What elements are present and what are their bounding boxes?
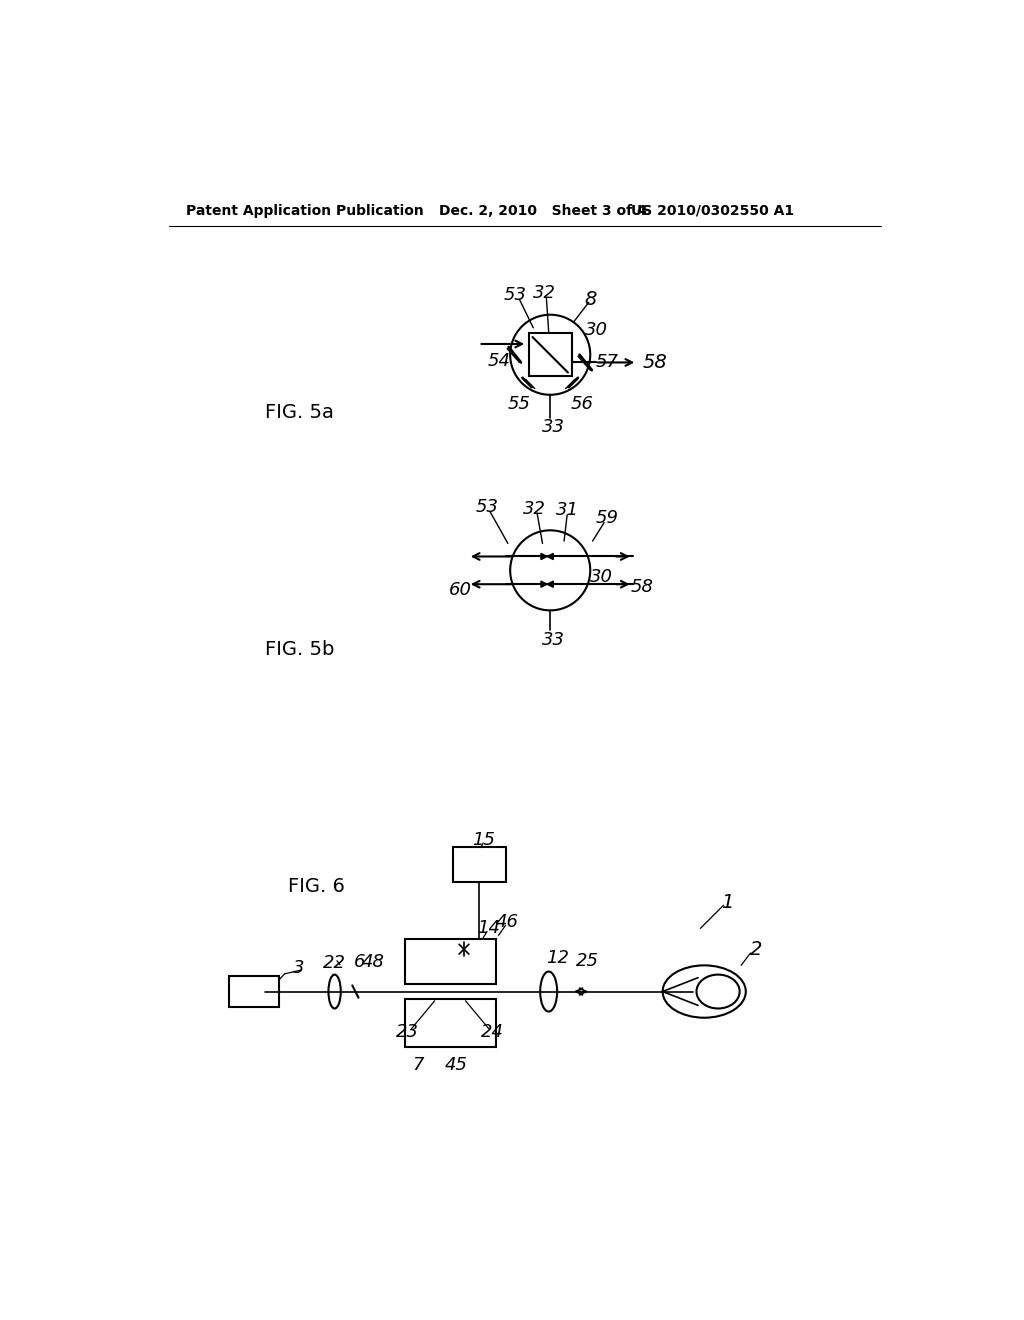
Text: 25: 25 [575,952,599,970]
Text: 8: 8 [584,290,596,309]
Text: 58: 58 [642,352,668,372]
Text: 54: 54 [487,352,511,370]
Text: 55: 55 [508,395,530,413]
Text: US 2010/0302550 A1: US 2010/0302550 A1 [631,203,795,218]
Text: 12: 12 [547,949,569,966]
Text: 15: 15 [472,830,495,849]
Polygon shape [547,553,553,560]
Text: FIG. 5b: FIG. 5b [265,640,335,659]
Text: 30: 30 [590,568,612,586]
Text: 33: 33 [542,631,565,648]
Text: 33: 33 [542,418,565,436]
Bar [406,940,497,983]
Text: 56: 56 [571,395,594,413]
Text: Patent Application Publication: Patent Application Publication [186,203,424,218]
Bar [528,333,571,376]
Text: 23: 23 [396,1023,419,1040]
Text: 1: 1 [721,894,733,912]
Text: 45: 45 [444,1056,468,1073]
Text: FIG. 6: FIG. 6 [289,876,345,895]
Bar [406,999,497,1047]
Polygon shape [547,581,553,587]
Text: FIG. 5a: FIG. 5a [265,403,334,422]
Polygon shape [541,581,547,587]
Text: 30: 30 [585,321,608,339]
Bar [228,977,279,1007]
Text: 3: 3 [293,960,304,977]
Text: 6: 6 [354,953,366,972]
Text: 32: 32 [532,284,556,302]
Text: 14: 14 [477,920,500,937]
Bar [454,847,506,882]
Text: 24: 24 [481,1023,504,1040]
Text: 7: 7 [412,1056,424,1073]
Text: 46: 46 [496,913,518,931]
Text: 22: 22 [324,954,346,972]
Text: 32: 32 [523,500,547,517]
Text: 57: 57 [596,354,618,371]
Text: 31: 31 [556,502,579,519]
Polygon shape [541,553,547,560]
Text: 60: 60 [449,581,472,598]
Text: 58: 58 [631,578,654,597]
Text: 2: 2 [751,940,763,958]
Text: 59: 59 [596,510,618,527]
Text: Dec. 2, 2010   Sheet 3 of 4: Dec. 2, 2010 Sheet 3 of 4 [438,203,646,218]
Text: 48: 48 [361,953,385,972]
Text: 53: 53 [475,498,499,516]
Text: 53: 53 [504,285,527,304]
